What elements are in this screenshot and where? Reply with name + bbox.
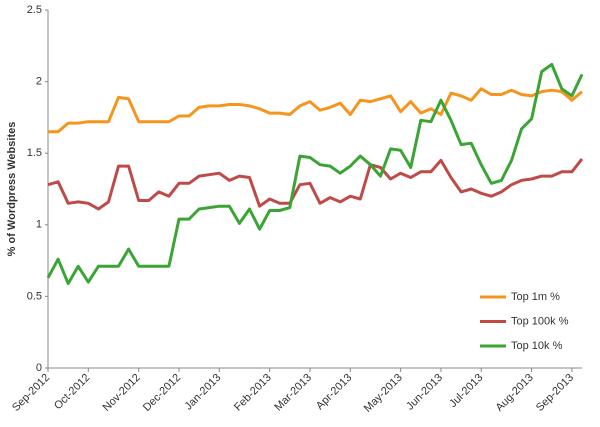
y-tick-label: 1.5 <box>27 147 42 159</box>
y-tick-label: 2 <box>36 76 42 88</box>
x-tick-label: Dec-2012 <box>141 372 183 414</box>
x-tick-label: Sep-2012 <box>10 372 52 414</box>
x-tick-label: Apr-2013 <box>314 372 354 412</box>
legend-label: Top 10k % <box>511 340 563 352</box>
x-tick-label: Feb-2013 <box>232 372 274 414</box>
y-tick-label: 0 <box>36 362 42 374</box>
series-line <box>48 87 583 134</box>
x-tick-label: May-2013 <box>362 372 405 415</box>
y-axis-label: % of Wordpress Websites <box>6 122 18 257</box>
x-tick-label: Aug-2013 <box>494 372 536 414</box>
y-tick-label: 1 <box>36 219 42 231</box>
x-tick-label: Nov-2012 <box>101 372 143 414</box>
x-tick-label: Jul-2013 <box>447 372 485 410</box>
series-line <box>46 62 584 285</box>
x-tick-label: Mar-2013 <box>272 372 314 414</box>
series-line <box>47 157 584 211</box>
legend-label: Top 100k % <box>511 315 569 327</box>
y-tick-label: 2.5 <box>27 4 42 16</box>
legend-label: Top 1m % <box>511 291 560 303</box>
x-tick-label: Jan-2013 <box>183 372 224 413</box>
x-tick-label: Oct-2012 <box>52 372 92 412</box>
x-tick-label: Sep-2013 <box>534 372 576 414</box>
y-tick-label: 0.5 <box>27 290 42 302</box>
x-tick-label: Jun-2013 <box>404 372 445 413</box>
